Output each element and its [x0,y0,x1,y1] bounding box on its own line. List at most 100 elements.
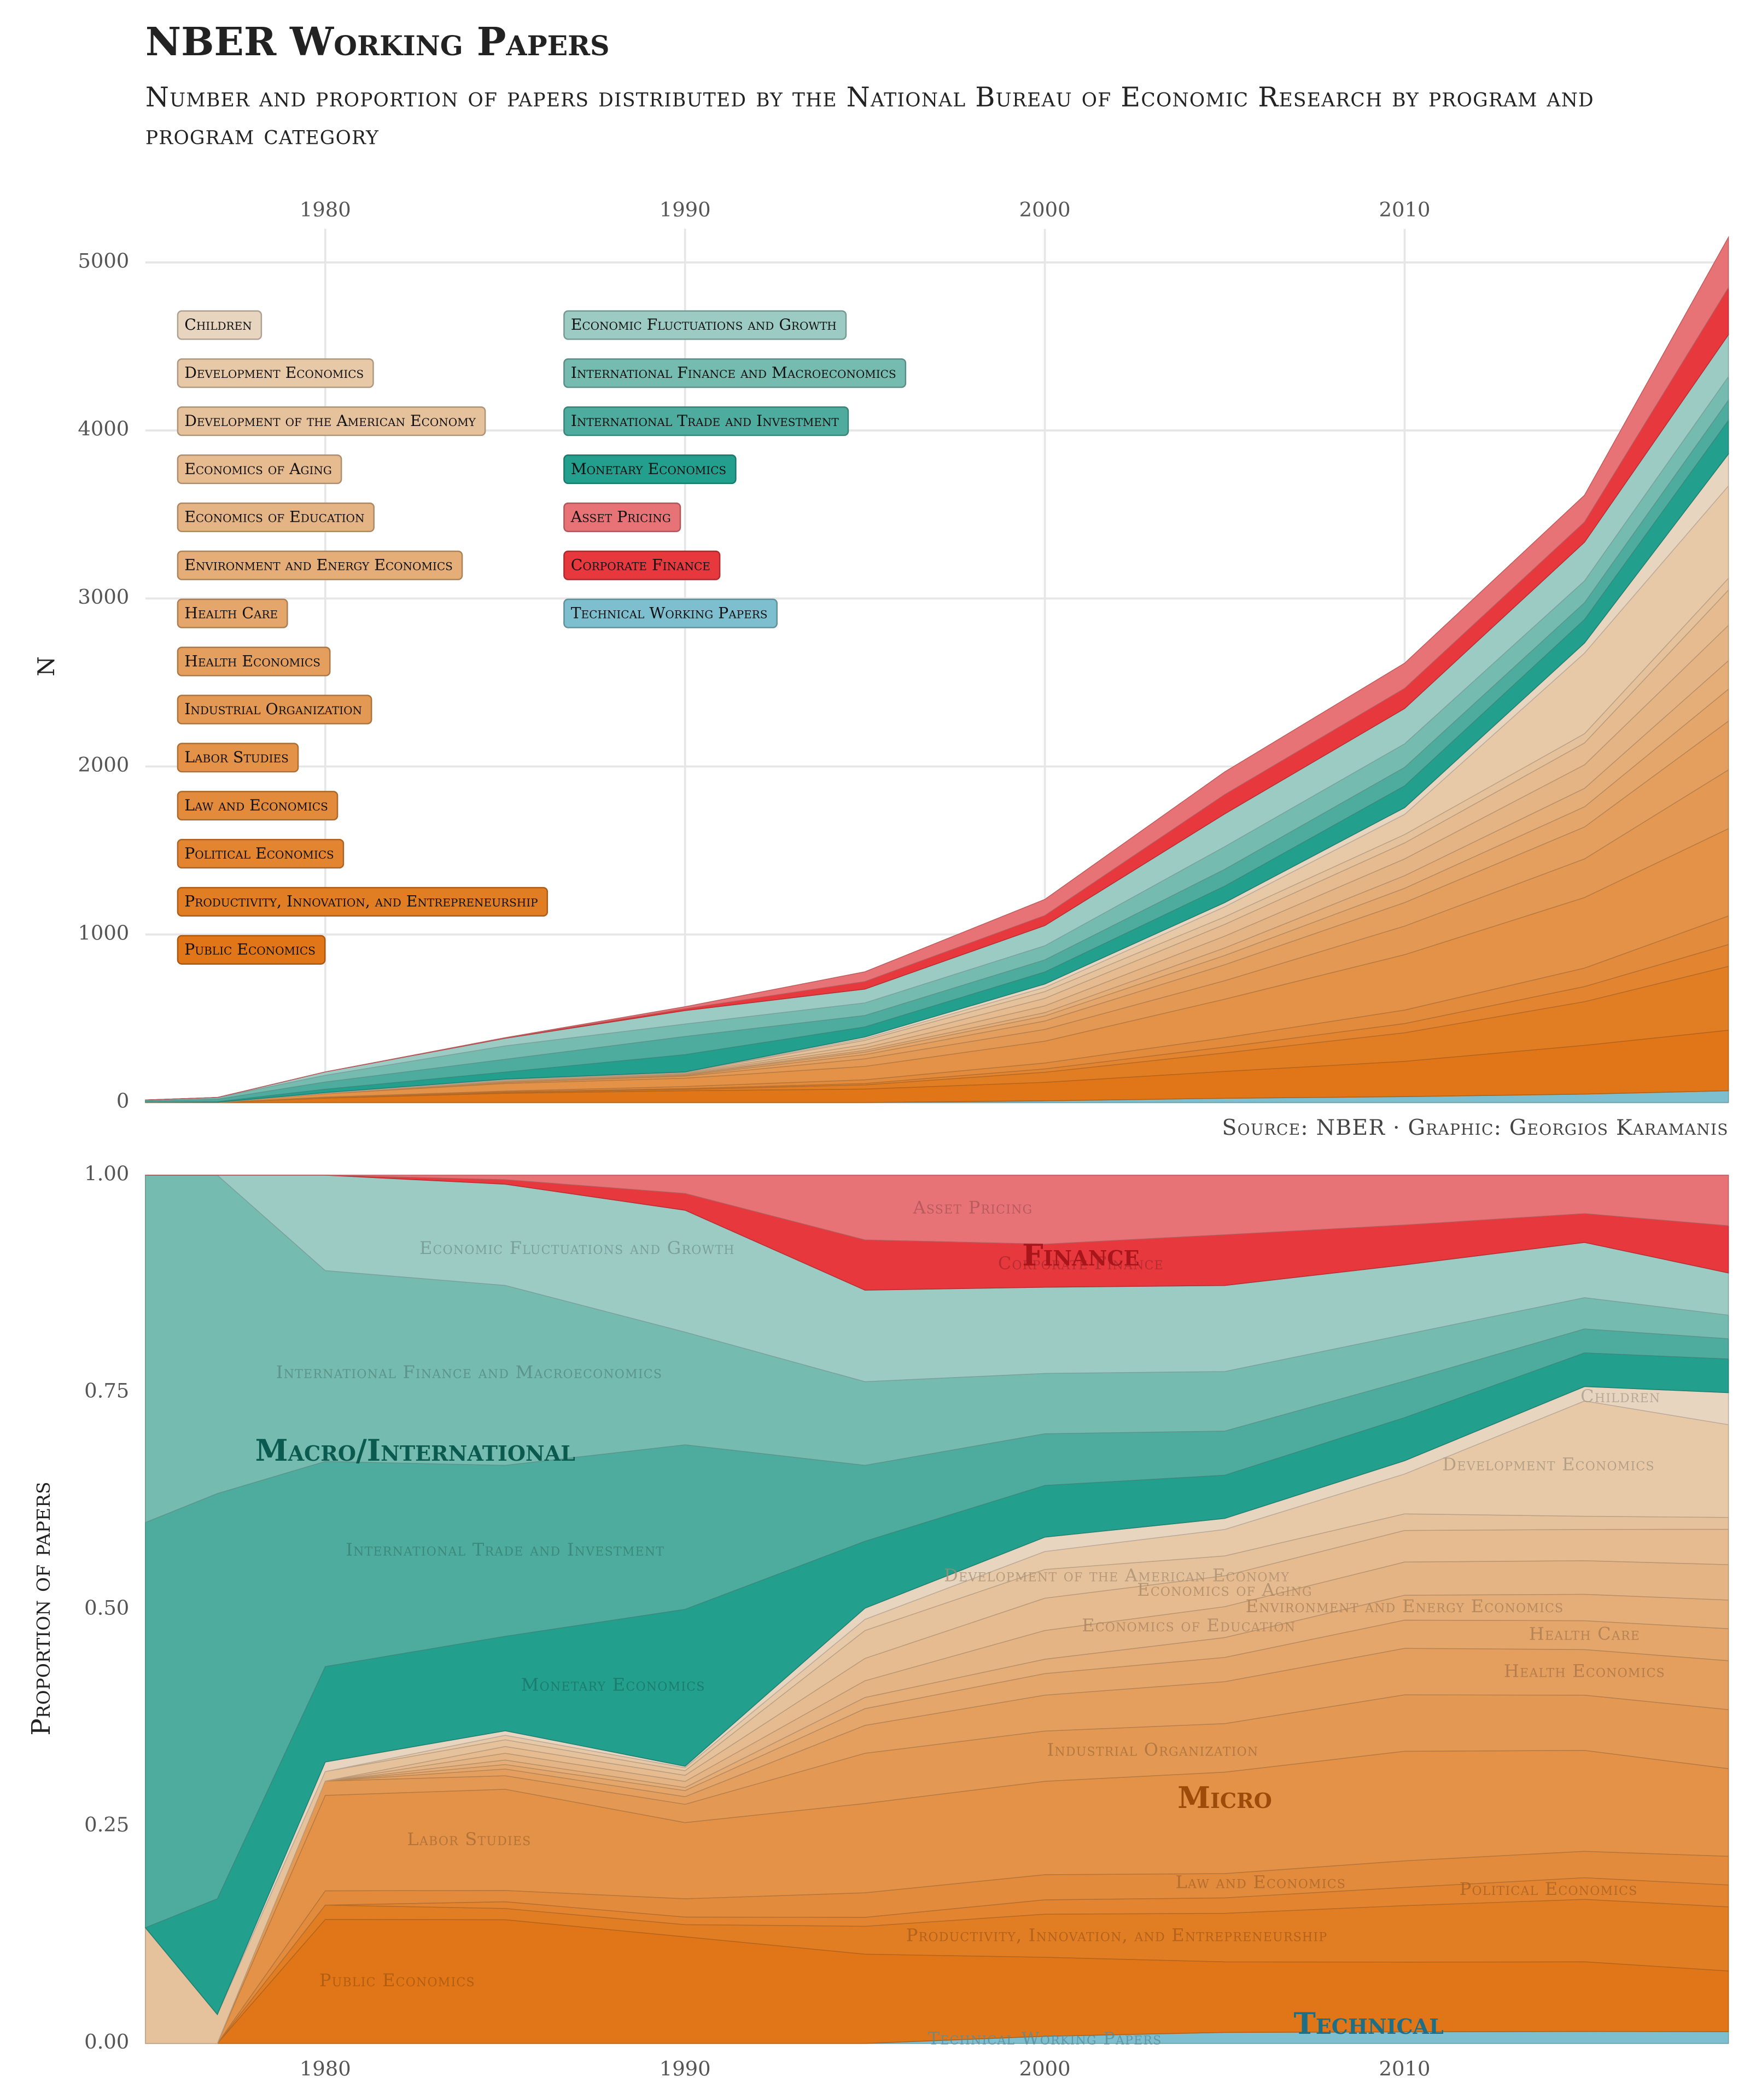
legend-label: Environment and Energy Economics [184,556,453,574]
legend-label: Asset Pricing [570,508,671,526]
y-tick-label: 0.75 [84,1379,129,1402]
legend-swatch [177,550,463,580]
series-label: Technical Working Papers [928,2028,1162,2049]
y-tick-label: 5000 [78,249,129,272]
legend-label: Health Economics [184,652,320,670]
series-label: Health Economics [1504,1661,1665,1682]
legend-swatch [563,502,681,533]
x-tick-label: 2010 [1379,198,1431,221]
series-label: Public Economics [319,1970,475,1991]
legend-label: Economics of Aging [184,460,332,478]
source: Source: NBER · Graphic: Georgios Karaman… [1222,1115,1728,1140]
legend-swatch [177,839,345,869]
legend-item: Economics of Aging [177,454,342,485]
legend-item: Development of the American Economy [177,406,486,436]
legend-label: International Finance and Macroeconomics [571,364,896,382]
legend-item: Health Economics [177,646,331,676]
series-label: International Finance and Macroeconomics [276,1362,662,1382]
x-tick-label: 1980 [300,198,351,221]
y-axis-label: N [33,656,60,676]
series-label: Political Economics [1460,1879,1638,1899]
series-label: Economic Fluctuations and Growth [419,1238,735,1258]
legend-label: Health Care [184,604,278,622]
legend-label: Corporate Finance [571,556,710,574]
series-label: Health Care [1529,1623,1640,1644]
legend-swatch [177,598,288,628]
legend-label: Development of the American Economy [184,412,476,430]
legend-swatch [177,454,342,485]
group-label: Finance [1022,1238,1139,1273]
legend-swatch [177,358,374,388]
legend-swatch [563,454,737,485]
legend-item: International Trade and Investment [563,406,849,436]
legend-swatch [563,406,849,436]
legend-swatch [177,406,486,436]
legend-item: Environment and Energy Economics [177,550,463,580]
legend-swatch [177,935,326,965]
legend-swatch [177,791,339,821]
series-label: Environment and Energy Economics [1246,1596,1564,1617]
series-label: International Trade and Investment [346,1539,664,1560]
legend-label: Technical Working Papers [571,604,768,622]
series-label: Economics of Aging [1137,1579,1312,1600]
x-tick-label: 1980 [300,2057,351,2080]
x-tick-label: 2000 [1019,2057,1071,2080]
group-label: Macro/International [255,1433,575,1468]
y-tick-label: 0.00 [84,2030,129,2054]
legend-item: Economic Fluctuations and Growth [563,310,847,340]
series-label: Industrial Organization [1047,1740,1259,1760]
legend-item: Children [177,310,262,340]
series-label: Children [1580,1386,1660,1407]
y-tick-label: 2000 [78,753,129,777]
legend-swatch [177,646,331,676]
subtitle: Number and proportion of papers distribu… [145,80,1594,151]
x-tick-label: 1990 [660,2057,711,2080]
group-label: Micro [1177,1780,1272,1815]
series-label: Development Economics [1443,1454,1655,1475]
legend-swatch [177,743,299,773]
series-label: Law and Economics [1176,1871,1346,1892]
y-tick-label: 4000 [78,417,129,441]
y-tick-label: 1000 [78,921,129,944]
series-label: Development of the American Economy [944,1565,1290,1586]
legend-item: Law and Economics [177,791,339,821]
legend-item: Productivity, Innovation, and Entreprene… [177,886,549,917]
x-tick-label: 2000 [1019,198,1071,221]
legend-swatch [563,310,847,340]
legend-item: Corporate Finance [563,550,721,580]
legend-label: Productivity, Innovation, and Entreprene… [184,892,538,911]
legend-label: Economics of Education [184,508,364,526]
legend-item: Economics of Education [177,502,375,533]
legend-swatch [563,550,721,580]
legend-label: International Trade and Investment [571,412,839,430]
legend-swatch [563,358,907,388]
title: NBER Working Papers [145,19,610,65]
x-tick-label: 1990 [660,198,711,221]
series-label: Labor Studies [407,1829,531,1850]
group-label: Technical [1294,2006,1444,2041]
series-label: Corporate Finance [998,1253,1164,1274]
legend-item: International Finance and Macroeconomics [563,358,907,388]
x-tick-label: 2010 [1379,2057,1431,2080]
legend-label: Law and Economics [184,796,328,814]
legend-label: Industrial Organization [184,700,362,718]
legend-label: Children [184,316,252,334]
y-tick-label: 0 [116,1089,129,1112]
y-tick-label: 0.25 [84,1813,129,1836]
series-label: Productivity, Innovation, and Entreprene… [906,1924,1328,1945]
area [145,235,1729,1101]
series-label: Monetary Economics [521,1675,705,1695]
series-label: Asset Pricing [913,1197,1033,1218]
y-tick-label: 3000 [78,585,129,609]
legend-item: Political Economics [177,839,345,869]
legend-item: Monetary Economics [563,454,737,485]
legend-label: Monetary Economics [571,460,726,478]
legend-item: Industrial Organization [177,695,372,725]
legend-item: Asset Pricing [563,502,681,533]
legend-swatch [177,886,549,917]
legend-swatch [563,598,778,628]
y-tick-label: 1.00 [84,1162,129,1185]
legend-item: Health Care [177,598,288,628]
